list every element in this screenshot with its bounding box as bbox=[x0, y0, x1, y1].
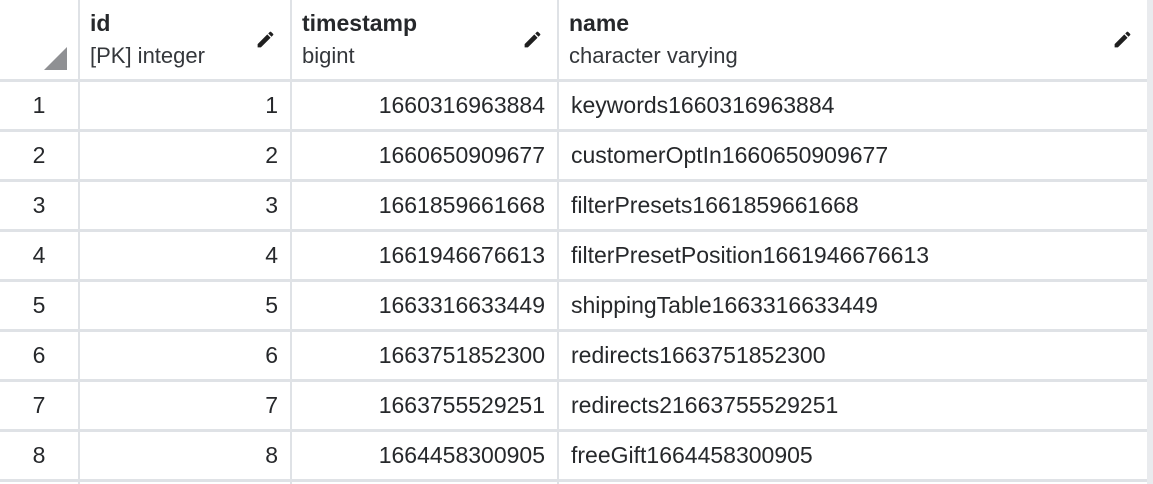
cell-timestamp[interactable]: 1664458300905 bbox=[292, 432, 557, 479]
row-number-cell[interactable]: 7 bbox=[0, 382, 78, 429]
cell-id[interactable]: 8 bbox=[80, 432, 290, 479]
cell-timestamp[interactable]: 1660650909677 bbox=[292, 132, 557, 179]
cell-timestamp[interactable]: 1663755529251 bbox=[292, 382, 557, 429]
cell-id[interactable]: 5 bbox=[80, 282, 290, 329]
cell-timestamp[interactable]: 1661946676613 bbox=[292, 232, 557, 279]
row-number-cell[interactable]: 4 bbox=[0, 232, 78, 279]
cell-id bbox=[80, 482, 290, 484]
cell-timestamp[interactable]: 1660316963884 bbox=[292, 82, 557, 129]
cell-timestamp bbox=[292, 482, 557, 484]
cell-name bbox=[559, 482, 1147, 484]
cell-name[interactable]: keywords1660316963884 bbox=[559, 82, 1147, 129]
cell-id[interactable]: 3 bbox=[80, 182, 290, 229]
column-header-name[interactable]: name character varying bbox=[559, 0, 1147, 79]
cell-id[interactable]: 2 bbox=[80, 132, 290, 179]
cell-name[interactable]: customerOptIn1660650909677 bbox=[559, 132, 1147, 179]
cell-timestamp[interactable]: 1663316633449 bbox=[292, 282, 557, 329]
cell-name[interactable]: freeGift1664458300905 bbox=[559, 432, 1147, 479]
row-number-cell[interactable]: 2 bbox=[0, 132, 78, 179]
edit-pencil-icon[interactable] bbox=[1112, 29, 1133, 50]
cell-timestamp[interactable]: 1663751852300 bbox=[292, 332, 557, 379]
select-all-corner-cell[interactable] bbox=[0, 0, 78, 79]
cell-id[interactable]: 7 bbox=[80, 382, 290, 429]
cell-name[interactable]: redirects21663755529251 bbox=[559, 382, 1147, 429]
select-all-triangle-icon bbox=[44, 47, 67, 70]
cell-id[interactable]: 1 bbox=[80, 82, 290, 129]
cell-name[interactable]: redirects1663751852300 bbox=[559, 332, 1147, 379]
edit-pencil-icon[interactable] bbox=[522, 29, 543, 50]
column-header-id[interactable]: id [PK] integer bbox=[80, 0, 290, 79]
column-header-timestamp[interactable]: timestamp bigint bbox=[292, 0, 557, 79]
cell-id[interactable]: 6 bbox=[80, 332, 290, 379]
row-number-cell[interactable]: 8 bbox=[0, 432, 78, 479]
row-number-cell[interactable]: 3 bbox=[0, 182, 78, 229]
column-name: id bbox=[90, 10, 111, 36]
column-type: bigint bbox=[302, 43, 355, 68]
column-type: character varying bbox=[569, 43, 738, 68]
edit-pencil-icon[interactable] bbox=[255, 29, 276, 50]
row-number-cell bbox=[0, 482, 78, 484]
row-number-cell[interactable]: 5 bbox=[0, 282, 78, 329]
row-number-cell[interactable]: 6 bbox=[0, 332, 78, 379]
cell-name[interactable]: shippingTable1663316633449 bbox=[559, 282, 1147, 329]
column-type: [PK] integer bbox=[90, 43, 205, 68]
column-name: timestamp bbox=[302, 10, 418, 36]
cell-name[interactable]: filterPresetPosition1661946676613 bbox=[559, 232, 1147, 279]
column-name: name bbox=[569, 10, 630, 36]
cell-timestamp[interactable]: 1661859661668 bbox=[292, 182, 557, 229]
cell-name[interactable]: filterPresets1661859661668 bbox=[559, 182, 1147, 229]
cell-id[interactable]: 4 bbox=[80, 232, 290, 279]
row-number-cell[interactable]: 1 bbox=[0, 82, 78, 129]
